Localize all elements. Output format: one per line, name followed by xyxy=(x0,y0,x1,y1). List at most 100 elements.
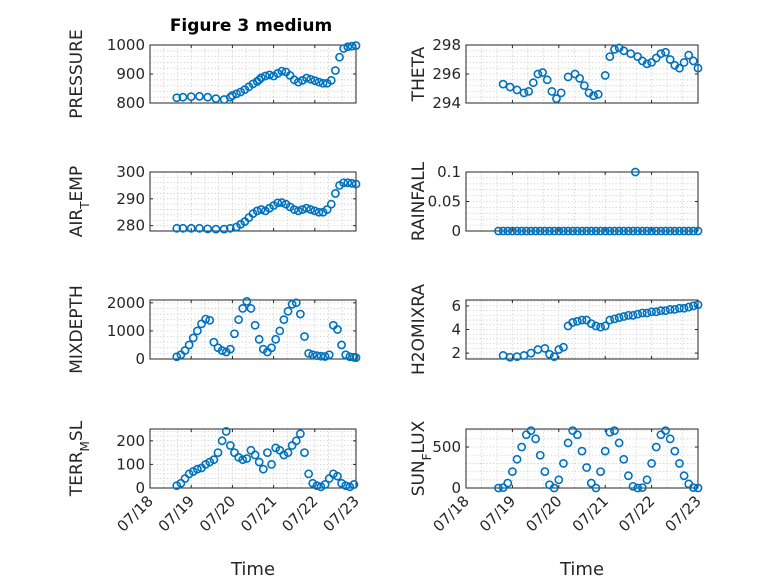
data-point xyxy=(178,223,188,233)
data-point xyxy=(217,346,227,355)
data-point xyxy=(656,306,666,316)
data-point xyxy=(498,79,508,89)
data-point xyxy=(295,309,305,319)
data-point xyxy=(300,332,309,341)
data-point xyxy=(693,63,703,73)
y-tick-label: 1000 xyxy=(107,36,145,54)
data-point xyxy=(688,483,698,492)
data-point xyxy=(596,226,605,236)
data-point xyxy=(291,298,301,308)
data-point xyxy=(619,312,629,321)
data-point xyxy=(596,467,605,477)
data-point xyxy=(494,226,503,236)
y-axis-label: MIXDEPTH xyxy=(67,285,87,374)
data-point xyxy=(637,483,647,492)
panel-top-right: 294 296 298 xyxy=(432,36,703,112)
y-tick-label: 0 xyxy=(135,350,145,368)
data-point xyxy=(256,73,266,83)
data-point xyxy=(267,343,276,353)
data-point xyxy=(302,73,311,83)
data-point xyxy=(238,455,248,465)
data-point xyxy=(225,344,235,354)
y-tick-label: 500 xyxy=(432,438,461,456)
data-point xyxy=(633,309,643,319)
data-point xyxy=(628,310,638,320)
data-point xyxy=(600,71,610,80)
data-point xyxy=(554,475,564,485)
data-point xyxy=(213,448,223,457)
data-point xyxy=(693,300,703,310)
x-tick-label: 07/18 xyxy=(430,492,473,535)
data-point xyxy=(310,206,320,216)
data-point xyxy=(591,226,601,236)
data-point xyxy=(596,322,605,332)
data-point xyxy=(318,78,328,88)
data-point xyxy=(343,42,353,52)
data-point xyxy=(647,307,656,317)
data-point xyxy=(310,76,320,86)
data-point xyxy=(209,455,219,465)
data-point xyxy=(519,88,529,98)
data-point xyxy=(347,41,357,51)
data-point xyxy=(665,305,675,314)
data-point xyxy=(256,205,266,214)
data-point xyxy=(172,223,182,233)
data-point xyxy=(605,427,615,437)
data-point xyxy=(186,92,196,102)
data-point xyxy=(610,44,619,54)
y-tick-label: 0 xyxy=(451,479,461,497)
data-point xyxy=(624,226,633,236)
data-point xyxy=(242,297,252,306)
data-point xyxy=(661,306,670,316)
data-point xyxy=(320,480,330,489)
panel-row2-right: 0 0.05 0.1 xyxy=(428,163,703,240)
data-point xyxy=(178,92,188,102)
data-point xyxy=(347,178,357,188)
y-axis-label: SUNFLUX xyxy=(409,420,434,496)
data-point xyxy=(341,350,351,360)
data-point xyxy=(526,426,536,436)
x-axis-label: Time xyxy=(559,559,604,580)
data-point xyxy=(341,481,351,491)
y-axis-label: TERRMSL xyxy=(67,420,92,497)
data-point xyxy=(688,301,698,311)
data-point xyxy=(626,49,636,59)
data-point xyxy=(209,337,219,347)
data-point xyxy=(300,448,309,457)
data-point xyxy=(232,89,241,99)
y-tick-label: 900 xyxy=(116,65,145,83)
data-point xyxy=(306,205,316,214)
y-tick-label: 4 xyxy=(451,321,461,339)
y-tick-label: 300 xyxy=(116,163,145,181)
x-tick-label: 07/19 xyxy=(476,492,519,535)
y-tick-label: 280 xyxy=(116,217,145,235)
data-point xyxy=(647,226,656,236)
data-point xyxy=(219,224,229,234)
data-point xyxy=(670,446,680,456)
x-tick-label: 07/23 xyxy=(320,492,363,535)
data-point xyxy=(554,226,564,236)
data-point xyxy=(320,352,330,361)
data-point xyxy=(250,450,260,460)
data-point xyxy=(287,299,297,309)
data-point xyxy=(679,226,689,236)
data-point xyxy=(308,350,318,360)
data-point xyxy=(535,226,545,236)
data-point xyxy=(651,442,661,452)
data-point xyxy=(563,438,573,448)
data-point xyxy=(688,226,698,236)
data-point xyxy=(563,226,573,236)
data-point xyxy=(312,351,322,361)
data-point xyxy=(628,481,638,491)
axes-border xyxy=(465,428,699,489)
data-point xyxy=(661,226,670,236)
y-axis-label: THETA xyxy=(409,46,429,102)
data-point xyxy=(538,68,547,77)
data-point xyxy=(675,459,684,468)
data-point xyxy=(238,304,248,313)
data-point xyxy=(630,167,640,177)
data-point xyxy=(693,483,703,493)
data-point xyxy=(304,469,314,479)
data-point xyxy=(661,426,670,436)
